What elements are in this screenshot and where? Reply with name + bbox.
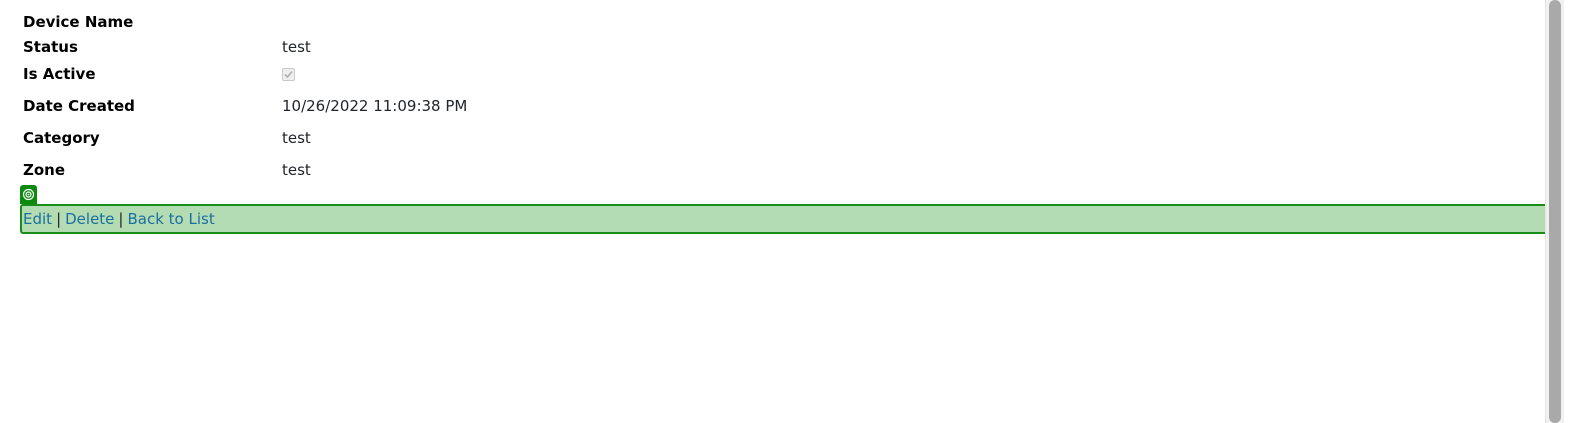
vertical-scrollbar[interactable] xyxy=(1545,0,1564,423)
target-icon-svg xyxy=(22,188,35,201)
checkmark-icon xyxy=(284,70,293,78)
separator: | xyxy=(118,210,124,228)
details-list: Device Name Status test Is Active Date C… xyxy=(23,8,467,186)
status-value: test xyxy=(282,38,311,56)
category-label: Category xyxy=(23,129,100,147)
zone-value: test xyxy=(282,161,311,179)
category-value: test xyxy=(282,129,311,147)
status-label: Status xyxy=(23,38,78,56)
date-created-value: 10/26/2022 11:09:38 PM xyxy=(282,97,468,115)
zone-label: Zone xyxy=(23,161,66,179)
row-device-name: Device Name xyxy=(23,8,467,36)
row-category: Category test xyxy=(23,122,467,154)
is-active-label: Is Active xyxy=(23,65,96,83)
is-active-value xyxy=(282,67,295,81)
is-active-checkbox xyxy=(282,67,295,81)
separator: | xyxy=(56,210,62,228)
scrollbar-thumb[interactable] xyxy=(1549,0,1561,423)
back-to-list-link[interactable]: Back to List xyxy=(127,210,215,228)
actions-bar: Edit | Delete | Back to List xyxy=(20,204,1549,234)
device-name-label: Device Name xyxy=(23,13,134,31)
row-status: Status test xyxy=(23,36,467,58)
edit-link[interactable]: Edit xyxy=(23,210,53,228)
row-zone: Zone test xyxy=(23,154,467,186)
date-created-label: Date Created xyxy=(23,97,135,115)
row-is-active: Is Active xyxy=(23,58,467,90)
delete-link[interactable]: Delete xyxy=(65,210,115,228)
row-date-created: Date Created 10/26/2022 11:09:38 PM xyxy=(23,90,467,122)
target-icon xyxy=(20,185,37,204)
